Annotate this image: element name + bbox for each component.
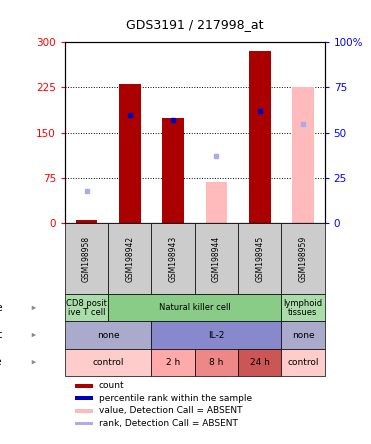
Bar <box>151 321 281 349</box>
Bar <box>206 182 227 223</box>
Text: count: count <box>99 381 124 390</box>
Bar <box>75 422 93 425</box>
Text: GSM198958: GSM198958 <box>82 236 91 282</box>
Bar <box>151 349 195 376</box>
Bar <box>162 118 184 223</box>
Text: GSM198945: GSM198945 <box>255 236 264 282</box>
Text: Natural killer cell: Natural killer cell <box>159 303 231 313</box>
Bar <box>75 396 93 400</box>
Text: 24 h: 24 h <box>250 358 270 367</box>
Bar <box>65 349 151 376</box>
Bar <box>65 294 108 321</box>
Text: GSM198943: GSM198943 <box>169 236 178 282</box>
Bar <box>151 223 195 294</box>
Bar <box>108 294 281 321</box>
Text: GSM198959: GSM198959 <box>299 236 308 282</box>
Bar <box>281 223 325 294</box>
Text: GSM198944: GSM198944 <box>212 236 221 282</box>
Bar <box>292 87 314 223</box>
Text: 8 h: 8 h <box>209 358 224 367</box>
Text: control: control <box>92 358 124 367</box>
Text: 2 h: 2 h <box>166 358 180 367</box>
Text: control: control <box>287 358 319 367</box>
Bar <box>249 51 270 223</box>
Text: none: none <box>292 330 314 340</box>
Text: CD8 posit
ive T cell: CD8 posit ive T cell <box>66 299 107 317</box>
Text: agent: agent <box>0 330 3 340</box>
Bar <box>119 84 141 223</box>
Text: GSM198942: GSM198942 <box>125 236 134 282</box>
Bar <box>238 349 281 376</box>
Bar <box>238 223 281 294</box>
Text: rank, Detection Call = ABSENT: rank, Detection Call = ABSENT <box>99 419 237 428</box>
Text: lymphoid
tissues: lymphoid tissues <box>283 299 322 317</box>
Text: GDS3191 / 217998_at: GDS3191 / 217998_at <box>126 18 263 31</box>
Bar <box>76 220 97 223</box>
Bar <box>75 384 93 388</box>
Bar <box>65 223 108 294</box>
Bar <box>281 321 325 349</box>
Text: cell type: cell type <box>0 303 3 313</box>
Bar <box>108 223 151 294</box>
Text: percentile rank within the sample: percentile rank within the sample <box>99 394 252 403</box>
Bar <box>281 349 325 376</box>
Bar <box>281 294 325 321</box>
Bar <box>195 223 238 294</box>
Text: IL-2: IL-2 <box>208 330 224 340</box>
Bar <box>75 409 93 413</box>
Bar <box>65 321 151 349</box>
Text: value, Detection Call = ABSENT: value, Detection Call = ABSENT <box>99 406 242 416</box>
Bar <box>195 349 238 376</box>
Text: none: none <box>97 330 119 340</box>
Text: time: time <box>0 357 3 367</box>
